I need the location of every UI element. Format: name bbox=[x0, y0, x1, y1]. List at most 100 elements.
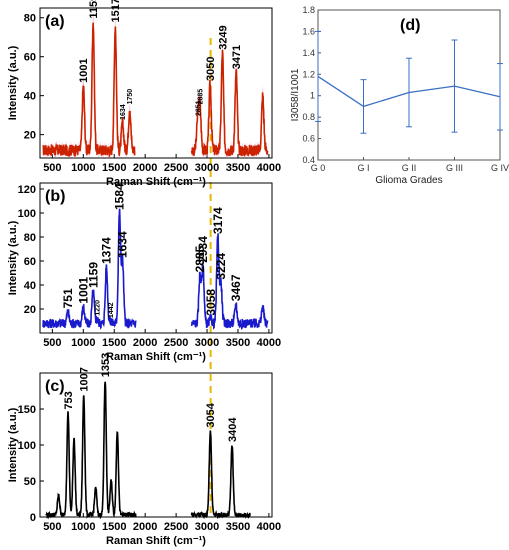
x-tick-label: 3000 bbox=[195, 521, 219, 533]
y-tick-label: 1.6 bbox=[302, 26, 315, 36]
x-tick-label: 3000 bbox=[195, 337, 219, 349]
y-tick-label: 100 bbox=[18, 440, 36, 452]
x-axis-label-b: Raman Shift (cm⁻¹) bbox=[106, 351, 206, 363]
x-tick-label: 2500 bbox=[164, 162, 188, 174]
x-axis-label-a: Raman Shift (cm⁻¹) bbox=[106, 176, 206, 188]
x-tick-label: 1000 bbox=[71, 337, 95, 349]
peak-label: 1220 bbox=[94, 300, 101, 316]
plot-frame-a bbox=[39, 7, 273, 159]
panel-c: 500 1000 1500 2000 2500 3000 3500 4000 0 50 100 150… bbox=[7, 353, 281, 547]
peak-label: 1353 bbox=[100, 353, 112, 377]
peak-label: 2851 bbox=[195, 100, 202, 116]
y-axis-label-d: I3058/I1001 bbox=[290, 68, 301, 121]
x-tick-label: 2000 bbox=[133, 337, 157, 349]
y-tick-label: 1.2 bbox=[302, 69, 315, 79]
peak-label: 1001 bbox=[77, 277, 91, 304]
panel-label-d: (d) bbox=[400, 17, 420, 34]
x-tick-label: G II bbox=[402, 163, 417, 173]
peak-label: 1584 bbox=[113, 183, 127, 210]
y-tick-label: 1 bbox=[310, 91, 315, 101]
x-tick-label: 2500 bbox=[164, 337, 188, 349]
peak-label: 1442 bbox=[108, 302, 115, 318]
peak-label: 2885 bbox=[193, 245, 207, 272]
peak-label: 751 bbox=[61, 288, 75, 308]
x-tick-label: 1500 bbox=[102, 521, 126, 533]
y-tick-label: 80 bbox=[24, 13, 36, 25]
peak-label: 3471 bbox=[231, 45, 243, 69]
peak-label: 3054 bbox=[205, 402, 217, 427]
peak-label: 3050 bbox=[205, 57, 217, 81]
y-tick-label: 100 bbox=[18, 208, 36, 220]
peak-label: 1159 bbox=[88, 0, 100, 19]
x-tick-label: 2000 bbox=[133, 162, 157, 174]
y-tick-label: 1.4 bbox=[302, 48, 315, 58]
x-tick-label: 4000 bbox=[257, 521, 281, 533]
x-tick-label: 3500 bbox=[226, 521, 250, 533]
x-axis-label-c: Raman Shift (cm⁻¹) bbox=[106, 535, 206, 547]
y-axis-label-a: Intensity (a.u.) bbox=[7, 45, 19, 120]
y-tick-label: 0.8 bbox=[302, 112, 315, 122]
x-tick-label: 3500 bbox=[226, 162, 250, 174]
panel-d: 0.4 0.6 0.8 1 1.2 1.4 1.6 1.8 G 0 G I G II G III G I… bbox=[290, 5, 509, 186]
x-tick-label: 4000 bbox=[257, 337, 281, 349]
plot-frame-b bbox=[39, 182, 273, 334]
y-tick-label: 20 bbox=[24, 304, 36, 316]
x-tick-label: 1500 bbox=[102, 337, 126, 349]
panel-b: 500 1000 1500 2000 2500 3000 3500 4000 20 40 60 80 1… bbox=[7, 182, 281, 363]
y-tick-label: 150 bbox=[18, 404, 36, 416]
y-tick-label: 20 bbox=[24, 130, 36, 142]
x-axis-label-d: Glioma Grades bbox=[375, 175, 442, 186]
peak-label: 1634 bbox=[120, 104, 127, 120]
peak-label: 3174 bbox=[211, 207, 225, 234]
peak-label: 3467 bbox=[229, 274, 243, 301]
peak-label: 2934 bbox=[196, 236, 210, 263]
peak-label: 3224 bbox=[214, 253, 228, 280]
panel-label-a: (a) bbox=[45, 13, 65, 30]
y-tick-label: 0.6 bbox=[302, 134, 315, 144]
x-tick-label: G III bbox=[446, 163, 463, 173]
x-tick-label: 4000 bbox=[257, 162, 281, 174]
spectrum-line-1 bbox=[190, 49, 269, 157]
panel-label-c: (c) bbox=[45, 378, 65, 395]
panel-a: 500 1000 1500 2000 2500 3000 3500 4000 20 40 60 80 1… bbox=[7, 0, 281, 188]
peak-label: 2885 bbox=[197, 89, 204, 105]
y-tick-label: 0.4 bbox=[302, 155, 315, 165]
x-tick-label: 1500 bbox=[102, 162, 126, 174]
y-tick-label: 40 bbox=[24, 91, 36, 103]
x-tick-label: 3500 bbox=[226, 337, 250, 349]
x-tick-label: G 0 bbox=[311, 163, 326, 173]
panel-label-b: (b) bbox=[45, 188, 65, 205]
peak-label: 3058 bbox=[204, 289, 218, 316]
y-tick-label: 60 bbox=[24, 52, 36, 64]
y-tick-label: 40 bbox=[24, 280, 36, 292]
x-tick-label: 1000 bbox=[71, 162, 95, 174]
x-tick-label: 500 bbox=[43, 337, 61, 349]
spectrum-line-0 bbox=[45, 381, 137, 520]
y-tick-label: 80 bbox=[24, 232, 36, 244]
x-tick-label: 500 bbox=[43, 521, 61, 533]
x-tick-label: G IV bbox=[491, 163, 509, 173]
x-tick-label: 2000 bbox=[133, 521, 157, 533]
spectrum-line-1 bbox=[190, 233, 269, 331]
x-tick-label: 3000 bbox=[195, 162, 219, 174]
y-tick-label: 0 bbox=[30, 512, 36, 524]
peak-label: 1007 bbox=[79, 367, 91, 391]
x-tick-label: 2500 bbox=[164, 521, 188, 533]
spectrum-line-1 bbox=[190, 430, 251, 520]
peak-label: 1374 bbox=[100, 237, 114, 264]
spectrum-line-0 bbox=[42, 208, 137, 330]
spectrum-line-0 bbox=[42, 22, 136, 159]
y-axis-label-c: Intensity (a.u.) bbox=[7, 407, 19, 482]
peak-label: 1159 bbox=[86, 262, 100, 288]
y-tick-label: 60 bbox=[24, 256, 36, 268]
y-tick-label: 50 bbox=[24, 476, 36, 488]
y-tick-label: 1.8 bbox=[302, 5, 315, 15]
y-tick-label: 120 bbox=[18, 184, 36, 196]
x-tick-label: 500 bbox=[43, 162, 61, 174]
peak-label: 1001 bbox=[78, 58, 90, 82]
peak-label: 753 bbox=[63, 391, 75, 409]
y-axis-label-b: Intensity (a.u.) bbox=[7, 220, 19, 295]
peak-label: 1750 bbox=[127, 89, 134, 105]
x-tick-label: G I bbox=[357, 163, 369, 173]
